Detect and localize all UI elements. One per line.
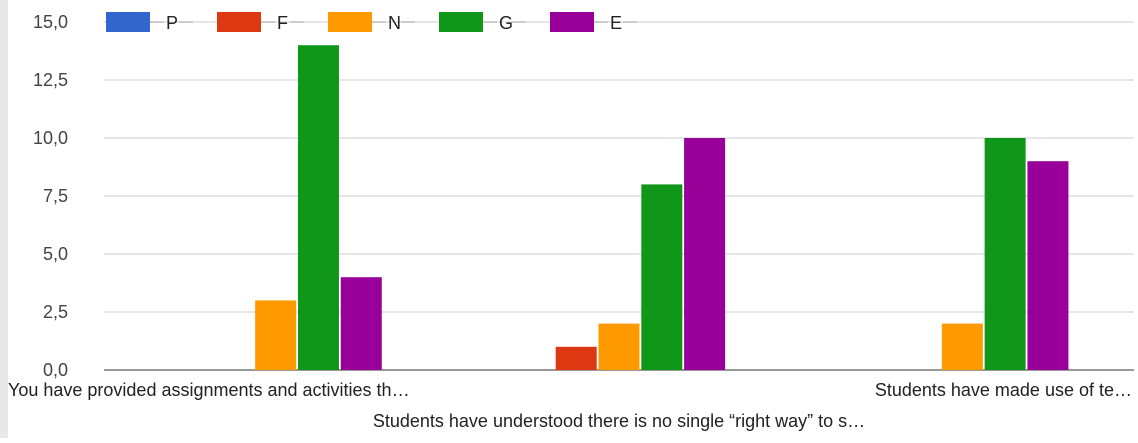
bar-F-2 bbox=[555, 346, 597, 370]
x-axis-category-labels: You have provided assignments and activi… bbox=[8, 380, 1132, 431]
bar-N-2 bbox=[598, 323, 640, 370]
bar-N-3 bbox=[941, 323, 983, 370]
legend-item-G[interactable]: G bbox=[439, 12, 526, 33]
legend-swatch bbox=[328, 12, 372, 32]
legend-swatch bbox=[106, 12, 150, 32]
legend-item-F[interactable]: F bbox=[217, 12, 304, 33]
legend-item-E[interactable]: E bbox=[550, 12, 637, 33]
legend-item-N[interactable]: N bbox=[328, 12, 415, 33]
legend-label: N bbox=[388, 13, 401, 33]
y-tick-label: 12,5 bbox=[33, 70, 68, 90]
x-category-label: You have provided assignments and activi… bbox=[8, 380, 410, 400]
bar-G-2 bbox=[641, 184, 683, 370]
legend-label: P bbox=[166, 13, 178, 33]
y-tick-label: 5,0 bbox=[43, 244, 68, 264]
legend-swatch bbox=[217, 12, 261, 32]
y-tick-label: 0,0 bbox=[43, 360, 68, 380]
bar-E-1 bbox=[340, 277, 382, 370]
legend-label: G bbox=[499, 13, 513, 33]
legend-label: F bbox=[277, 13, 288, 33]
legend-item-P[interactable]: P bbox=[106, 12, 193, 33]
bar-E-3 bbox=[1027, 161, 1069, 370]
bar-E-2 bbox=[684, 138, 726, 370]
legend-swatch bbox=[439, 12, 483, 32]
x-category-label: Students have understood there is no sin… bbox=[373, 411, 865, 431]
bar-G-1 bbox=[297, 45, 339, 370]
y-tick-label: 2,5 bbox=[43, 302, 68, 322]
y-tick-label: 15,0 bbox=[33, 12, 68, 32]
legend-label: E bbox=[610, 13, 622, 33]
y-tick-label: 7,5 bbox=[43, 186, 68, 206]
bar-N-1 bbox=[255, 300, 297, 370]
legend-swatch bbox=[550, 12, 594, 32]
panel-edge bbox=[0, 0, 8, 438]
y-tick-label: 10,0 bbox=[33, 128, 68, 148]
y-axis-tick-labels: 0,0 2,5 5,0 7,5 10,0 12,5 15,0 bbox=[33, 12, 68, 380]
bars bbox=[255, 45, 1069, 370]
bar-G-3 bbox=[984, 138, 1026, 370]
x-category-label: Students have made use of te… bbox=[875, 380, 1132, 400]
